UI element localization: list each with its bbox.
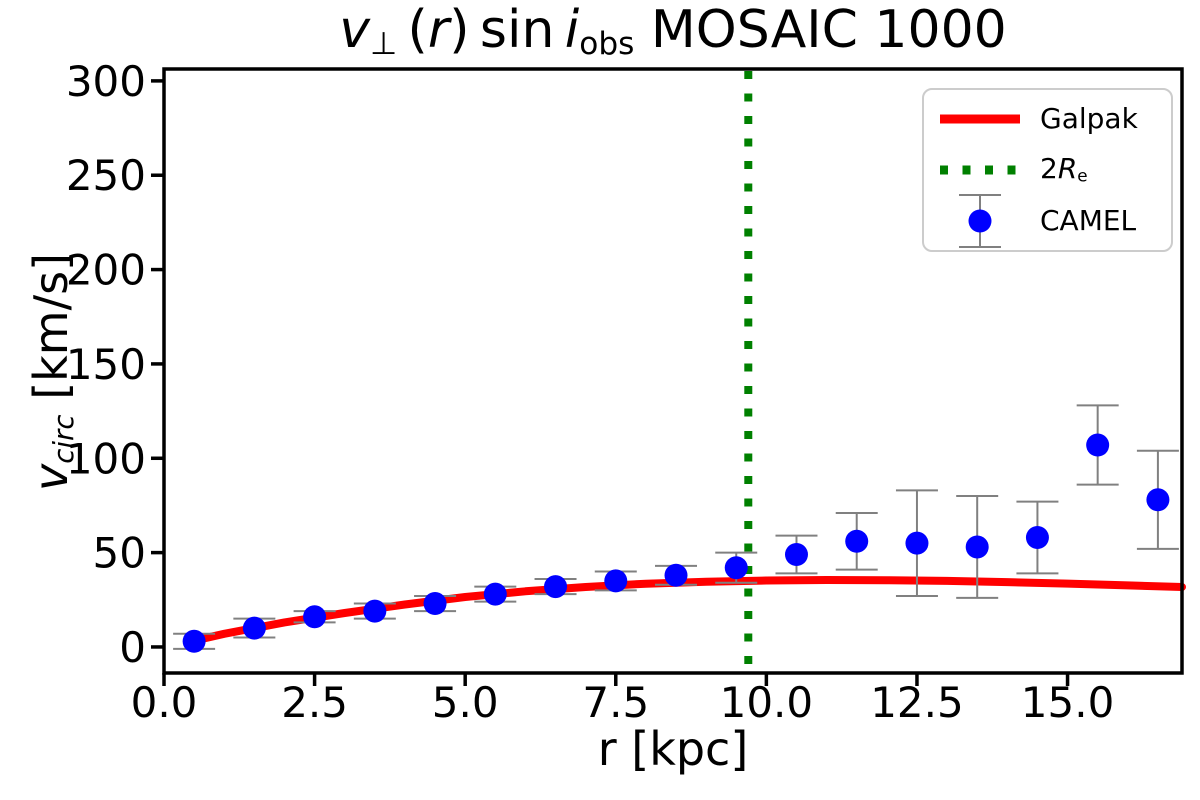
text-segment: [km/s] xyxy=(23,252,78,415)
data-point xyxy=(1025,526,1049,550)
legend-item-camel: CAMEL xyxy=(938,193,1171,248)
x-tick-label: 10.0 xyxy=(720,678,814,727)
text-segment: 2 xyxy=(1040,152,1058,186)
data-point xyxy=(1146,488,1170,512)
y-tick-label: 150 xyxy=(66,340,146,389)
x-axis-label: r [kpc] xyxy=(597,722,749,776)
text-segment: v xyxy=(339,0,370,60)
re-dotted-line-sample xyxy=(938,164,1022,176)
camel-marker-sample xyxy=(938,190,1022,252)
y-tick-label: 50 xyxy=(93,529,146,578)
legend-item-2re: 2Re xyxy=(938,145,1171,195)
legend: Galpak 2Re CAMEL xyxy=(922,88,1173,252)
text-segment: ⊥ xyxy=(370,25,398,62)
y-tick-label: 200 xyxy=(66,246,146,295)
legend-label-galpak: Galpak xyxy=(1040,102,1138,136)
text-segment: circ xyxy=(47,414,81,464)
text-segment: i xyxy=(564,0,580,60)
data-point xyxy=(784,543,808,567)
galpak-line xyxy=(187,576,1186,646)
y-tick-label: 100 xyxy=(66,434,146,483)
legend-item-galpak: Galpak xyxy=(938,94,1171,144)
plot-frame xyxy=(162,67,1184,675)
data-point xyxy=(1086,433,1110,457)
y-tick-label: 300 xyxy=(66,57,146,106)
x-tick-label: 15.0 xyxy=(1021,678,1115,727)
data-point xyxy=(423,592,447,616)
x-tick-label: 12.5 xyxy=(870,678,964,727)
data-point xyxy=(303,605,327,629)
legend-label-2re: 2Re xyxy=(1040,152,1088,186)
x-tick-label: 0.0 xyxy=(131,678,198,727)
data-point xyxy=(604,569,628,593)
data-point xyxy=(483,582,507,606)
data-point xyxy=(845,529,869,553)
text-segment: e xyxy=(1077,165,1088,186)
data-point xyxy=(544,575,568,599)
data-point xyxy=(724,556,748,580)
y-tick-label: 0 xyxy=(119,623,146,672)
legend-label-camel: CAMEL xyxy=(1040,203,1137,237)
y-axis-label-text: vcirc [km/s] xyxy=(24,253,80,491)
text-segment: obs xyxy=(579,25,635,62)
data-point xyxy=(664,563,688,587)
text-segment: R xyxy=(1057,152,1078,186)
text-segment: r xyxy=(427,0,450,60)
data-point xyxy=(905,531,929,555)
text-segment: v xyxy=(23,463,78,492)
x-tick-label: 2.5 xyxy=(281,678,348,727)
x-tick-label: 5.0 xyxy=(432,678,499,727)
data-point xyxy=(242,616,266,640)
data-point xyxy=(363,599,387,623)
data-point xyxy=(965,535,989,559)
data-point xyxy=(182,629,206,653)
text-segment: ( xyxy=(397,0,428,60)
text-segment: ) sin xyxy=(449,0,565,60)
x-tick-label: 7.5 xyxy=(582,678,649,727)
chart-title: v⊥ (r) sin iobs MOSAIC 1000 xyxy=(164,0,1182,64)
y-tick-label: 250 xyxy=(66,151,146,200)
galpak-line-sample xyxy=(938,113,1022,125)
legend-marker xyxy=(968,209,992,233)
text-segment: MOSAIC 1000 xyxy=(634,0,1007,60)
